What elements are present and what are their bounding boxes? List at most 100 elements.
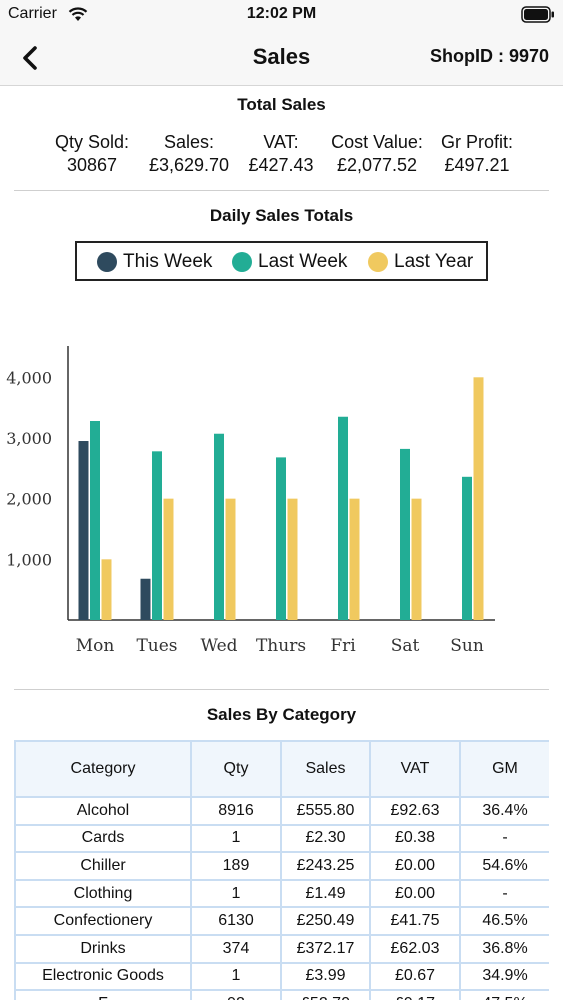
cell-sales: £2.30	[280, 823, 371, 854]
legend-swatch	[368, 252, 388, 272]
y-tick-label: 1,000	[6, 550, 52, 569]
navigation-bar: Sales ShopID : 9970	[0, 30, 563, 86]
table-row: Chiller 189 £243.25 £0.00 54.6%	[14, 851, 549, 881]
page-title: Sales	[252, 44, 311, 69]
x-tick-label: Thurs	[256, 636, 306, 656]
cell-sales: £250.49	[280, 906, 371, 936]
battery-icon	[521, 6, 554, 23]
metric-value: £497.21	[444, 155, 510, 175]
wifi-icon	[68, 7, 88, 21]
bar-last-year-tues	[163, 498, 174, 620]
cell-category: Clothing	[14, 878, 192, 909]
status-time: 12:02 PM	[246, 5, 317, 22]
cell-qty: 92	[190, 989, 282, 1000]
category-table: Category Qty Sales VAT GM Alcohol 8916 £…	[14, 740, 549, 1000]
cell-sales: £52.70	[280, 989, 371, 1000]
cell-category: Chiller	[14, 851, 192, 881]
legend-label: Last Week	[258, 251, 348, 272]
cell-sales: £243.25	[280, 851, 371, 881]
cell-vat: £9.17	[369, 989, 461, 1000]
back-chevron-icon[interactable]	[14, 42, 46, 74]
bar-last-week-tues	[152, 451, 162, 620]
bar-last-week-wed	[214, 433, 224, 620]
metric-label: VAT:	[263, 132, 299, 152]
cell-category: Drinks	[14, 933, 192, 964]
total-sales-summary: Qty Sold: 30867 Sales: £3,629.70 VAT: £4…	[0, 131, 563, 181]
cell-sales: £555.80	[280, 796, 371, 826]
cell-vat: £0.67	[369, 961, 461, 992]
daily-sales-bar-chart: 1,000 2,000 3,000 4,000 Mon Tues Wed Thurs Fri Sa…	[6, 346, 495, 656]
cell-sales: £1.49	[280, 878, 371, 909]
total-sales-title: Total Sales	[237, 95, 326, 114]
cell-gm: 36.8%	[459, 933, 549, 964]
cell-qty: 374	[190, 933, 282, 964]
bar-last-week-sun	[462, 476, 472, 620]
table-row: Cards 1 £2.30 £0.38 -	[14, 823, 549, 854]
column-header-qty: Qty	[190, 740, 282, 798]
legend-label: Last Year	[394, 251, 474, 272]
chart-legend: This Week Last Week Last Year	[75, 241, 488, 281]
shop-id-label: ShopID : 9970	[429, 46, 549, 66]
cell-qty: 6130	[190, 906, 282, 936]
x-tick-label: Wed	[200, 636, 237, 656]
column-header-sales: Sales	[280, 740, 371, 798]
y-tick-label: 2,000	[6, 490, 52, 509]
cell-qty: 1	[190, 823, 282, 854]
column-header-category: Category	[14, 740, 192, 798]
cell-gm: -	[459, 878, 549, 909]
cell-vat: £0.38	[369, 823, 461, 854]
cell-category: Cards	[14, 823, 192, 854]
x-tick-label: Mon	[76, 636, 115, 656]
status-bar: Carrier 12:02 PM	[0, 0, 563, 30]
cell-qty: 189	[190, 851, 282, 881]
x-tick-label: Sun	[450, 636, 484, 656]
bar-last-year-fri	[349, 498, 360, 620]
table-row: Clothing 1 £1.49 £0.00 -	[14, 878, 549, 909]
bar-last-week-sat	[400, 448, 410, 620]
x-tick-label: Sat	[391, 636, 420, 656]
cell-gm: 36.4%	[459, 796, 549, 826]
cell-category: Electronic Goods	[14, 961, 192, 992]
metric-vat: VAT: £427.43	[241, 131, 321, 177]
y-tick-label: 4,000	[6, 368, 52, 387]
metric-value: 30867	[66, 155, 118, 175]
column-header-gm: GM	[459, 740, 549, 798]
bar-last-week-thurs	[276, 457, 286, 620]
column-header-vat: VAT	[369, 740, 461, 798]
metric-qty-sold: Qty Sold: 30867	[40, 131, 144, 177]
metric-sales: Sales: £3,629.70	[140, 131, 238, 177]
cell-gm: 54.6%	[459, 851, 549, 881]
cell-vat: £92.63	[369, 796, 461, 826]
legend-label: This Week	[123, 251, 213, 272]
cell-category: Confectionery	[14, 906, 192, 936]
bar-last-year-sat	[411, 498, 422, 620]
cell-gm: 47.5%	[459, 989, 549, 1000]
category-table-container[interactable]: Category Qty Sales VAT GM Alcohol 8916 £…	[14, 740, 549, 1000]
cell-gm: 46.5%	[459, 906, 549, 936]
cell-sales: £3.99	[280, 961, 371, 992]
cell-gm: -	[459, 823, 549, 854]
cell-category: Alcohol	[14, 796, 192, 826]
table-row: Confectionery 6130 £250.49 £41.75 46.5%	[14, 906, 549, 936]
metric-value: £2,077.52	[336, 155, 418, 175]
metric-label: Gr Profit:	[440, 132, 513, 152]
bar-last-year-wed	[225, 498, 236, 620]
x-tick-label: Fri	[330, 636, 356, 656]
bar-last-week-mon	[90, 420, 100, 620]
section-divider	[14, 689, 549, 690]
bar-this-week-tues	[140, 578, 151, 620]
metric-value: £3,629.70	[148, 155, 230, 175]
sales-by-category-title: Sales By Category	[206, 705, 357, 724]
bar-last-year-mon	[101, 559, 112, 620]
metric-label: Cost Value:	[331, 132, 423, 152]
cell-category: F	[14, 989, 192, 1000]
metric-gross-profit: Gr Profit: £497.21	[432, 131, 522, 177]
cell-vat: £41.75	[369, 906, 461, 936]
table-row: Electronic Goods 1 £3.99 £0.67 34.9%	[14, 961, 549, 992]
cell-vat: £62.03	[369, 933, 461, 964]
y-tick-label: 3,000	[6, 429, 52, 448]
cell-sales: £372.17	[280, 933, 371, 964]
bar-last-year-thurs	[287, 498, 298, 620]
metric-label: Sales:	[163, 132, 215, 152]
legend-swatch	[232, 252, 252, 272]
